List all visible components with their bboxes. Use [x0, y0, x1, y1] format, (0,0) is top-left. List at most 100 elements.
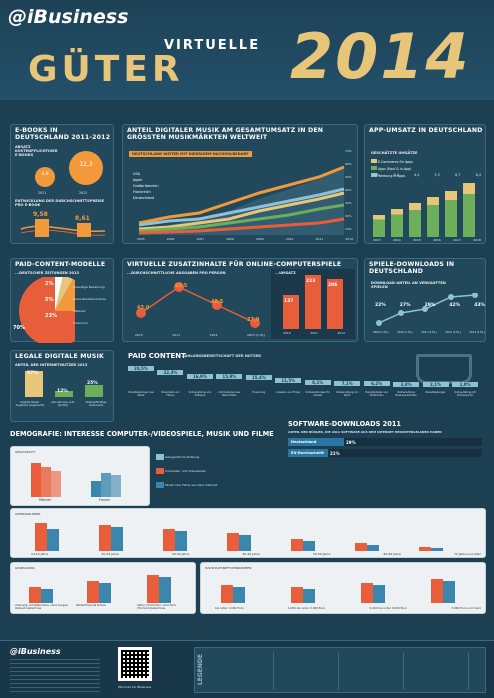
app-legend-1: Apps (Kauf & In-App)	[371, 166, 413, 173]
title-line1: VIRTUELLE	[164, 38, 261, 53]
paid-val: 8,1%	[304, 380, 331, 385]
games-years: 2010 2011 2012 2013 (1.HJ.)	[135, 333, 265, 337]
demo-edu: Volks-allg. Schulabschluss, ohne Ausgeb.…	[15, 604, 69, 610]
demo-bar	[233, 587, 245, 603]
demo-bar	[159, 577, 171, 603]
games-title: VIRTUELLE ZUSATZINHALTE FÜR ONLINE-COMPU…	[127, 261, 342, 268]
pm-label: Freiwillige Bezahlung	[73, 285, 105, 289]
app-bar	[373, 215, 385, 237]
spiele-val: 29%	[424, 303, 436, 308]
legal-labels: Digitale Musik-Angebote (insgesamt) Abo-S…	[15, 401, 111, 407]
demo-bar	[111, 527, 123, 551]
demo-legend-0-label: Gelegentliche Nutzung	[164, 455, 200, 459]
paid-label: Downloads von Filmen	[161, 391, 180, 397]
paid-val: 1,0%	[451, 382, 478, 387]
demo-bar	[41, 467, 51, 497]
app-legend-2: Werbung in Apps	[371, 173, 413, 180]
panel-music: ANTEIL DIGITALER MUSIK AM GESAMTUMSATZ I…	[122, 124, 358, 244]
footer: @iBusiness QR-Code für iBusiness LEGENDE	[0, 640, 494, 698]
spiele-val: 43%	[474, 303, 485, 308]
demo-bar	[51, 471, 61, 497]
games-byear: 2010	[283, 331, 291, 335]
demo-bar	[29, 587, 41, 603]
demo-g1: GESCHLECHT	[15, 450, 36, 454]
demo-age-labels: 14-19 Jahre 20-29 Jahre 30-39 Jahre 40-49 J…	[31, 552, 481, 556]
app-legend: E-Commerce für Apps Apps (Kauf & In-App)…	[371, 159, 413, 180]
app-totals: 2,6 3,4 4,4 5,5 6,7 8,4	[373, 173, 481, 177]
paid-val: 15,9%	[216, 374, 243, 379]
app-total: 6,7	[455, 173, 461, 177]
music-legend-2: Großbritannien	[133, 184, 159, 188]
ebooks-p1: 9,58	[33, 211, 48, 218]
footer-logo: @iBusiness	[10, 647, 61, 656]
demo-legend-2: Musik oder Filme aus dem Internet	[156, 478, 276, 492]
demo-g2: ALTERSGRUPPEN	[15, 512, 41, 516]
paid-val: 3,8%	[393, 382, 420, 387]
legend-entries	[209, 652, 481, 690]
spiele-val: 22%	[375, 303, 386, 308]
ebooks-y1: 2011	[38, 191, 47, 195]
legal-title: LEGALE DIGITALE MUSIK	[15, 353, 104, 360]
spiele-year: 2011 (1.HJ.)	[421, 331, 437, 334]
demo-bar	[91, 481, 101, 497]
ebooks-y2: 2012	[79, 191, 88, 195]
demo-bar	[227, 533, 239, 551]
paid-item: 11,5% Ansehen von Filmen	[275, 366, 302, 394]
demo-age-bars	[35, 519, 479, 551]
music-year: 2008	[226, 237, 234, 241]
demo-bar	[291, 539, 303, 551]
app-bar	[427, 197, 439, 237]
header: @iBusiness VIRTUELLE GÜTER 2014	[0, 0, 494, 100]
spiele-year: 2009 (1.HJ.)	[373, 331, 389, 334]
pm-label: Metered	[73, 309, 86, 313]
legal-bar	[55, 391, 73, 397]
paid-item: 15,9% Informationen aus Nachrichten	[216, 366, 243, 397]
spiele-year: 2012 (1.HJ.)	[445, 331, 461, 334]
demo-bar	[147, 575, 159, 603]
ebooks-p2: 8,61	[75, 215, 90, 222]
paid-item: 8,1% Onlinenutzungen für Games	[304, 366, 331, 397]
games-sub2: ...UMSATZ	[275, 271, 296, 275]
ebooks-title: E-BOOKS IN DEUTSCHLAND 2011-2012	[15, 127, 111, 141]
demo-bar	[163, 529, 175, 551]
demo-sex-0: Männer	[39, 498, 52, 502]
pm-label: Harte Bezahlschranke	[73, 297, 106, 301]
soft-v2: 21%	[330, 450, 340, 456]
paid-val: 2,1%	[422, 382, 449, 387]
demo-inc-bars	[221, 573, 481, 603]
games-year: 2011	[172, 333, 180, 337]
paid-val: 28,5%	[128, 366, 154, 371]
paid-label: Onlinenutzung von Software	[188, 391, 212, 397]
demo-legend-0: Gelegentliche Nutzung	[156, 450, 276, 464]
legal-label: Abo-Services (z.B. Spotify)	[51, 401, 75, 407]
music-legend-3: Frankreich	[133, 190, 151, 194]
music-tick: 60%	[345, 162, 352, 166]
demo-inc: bis unter 1.000 Euro	[215, 606, 244, 610]
paid-grid: 28,5% Dienstleistungen aus Musik 22,3% Dow…	[128, 366, 478, 420]
app-year: 2014	[393, 238, 401, 242]
music-title: ANTEIL DIGITALER MUSIK AM GESAMTUMSATZ I…	[127, 127, 324, 141]
music-tick: 30%	[345, 201, 352, 205]
demo-bar	[303, 541, 315, 551]
spiele-year: 2010 (1.HJ.)	[397, 331, 413, 334]
paid-item: 1,0% Online-Dating mit Partnersuche	[451, 366, 478, 397]
demo-inc: 1.000 bis unter 2.000 Euro	[287, 606, 326, 610]
app-bar	[463, 183, 475, 237]
demo-inc-labels: bis unter 1.000 Euro 1.000 bis unter 2.00…	[215, 606, 481, 610]
demo-age: 50-59 Jahre	[313, 552, 331, 556]
panel-ebooks: E-BOOKS IN DEUTSCHLAND 2011-2012 ABSATZ …	[10, 124, 114, 244]
paid-label: Herunterladen von Hörbüchern	[365, 391, 388, 397]
pm-v1: 5%	[45, 297, 54, 303]
paid-label: E-Learning	[252, 391, 266, 394]
soft-r1: Deutschland	[291, 439, 317, 444]
qr-code	[118, 647, 152, 681]
demo-bar	[111, 475, 121, 497]
app-total: 2,6	[373, 173, 379, 177]
demo-edu: Weiterführende Schule	[76, 604, 106, 607]
panel-demo-sex: GESCHLECHT Männer Frauen	[10, 446, 150, 506]
music-year: 2005	[137, 237, 145, 241]
app-legend-0: E-Commerce für Apps	[371, 159, 413, 166]
soft-sub: ANTEIL DER BÜRGER, DIE 2011 SOFTWARE AUS…	[288, 430, 442, 434]
panel-games: VIRTUELLE ZUSATZINHALTE FÜR ONLINE-COMPU…	[122, 258, 358, 342]
panel-paid-models: PAID-CONTENT-MODELLE ...DEUTSCHER ZEITUN…	[10, 258, 114, 343]
